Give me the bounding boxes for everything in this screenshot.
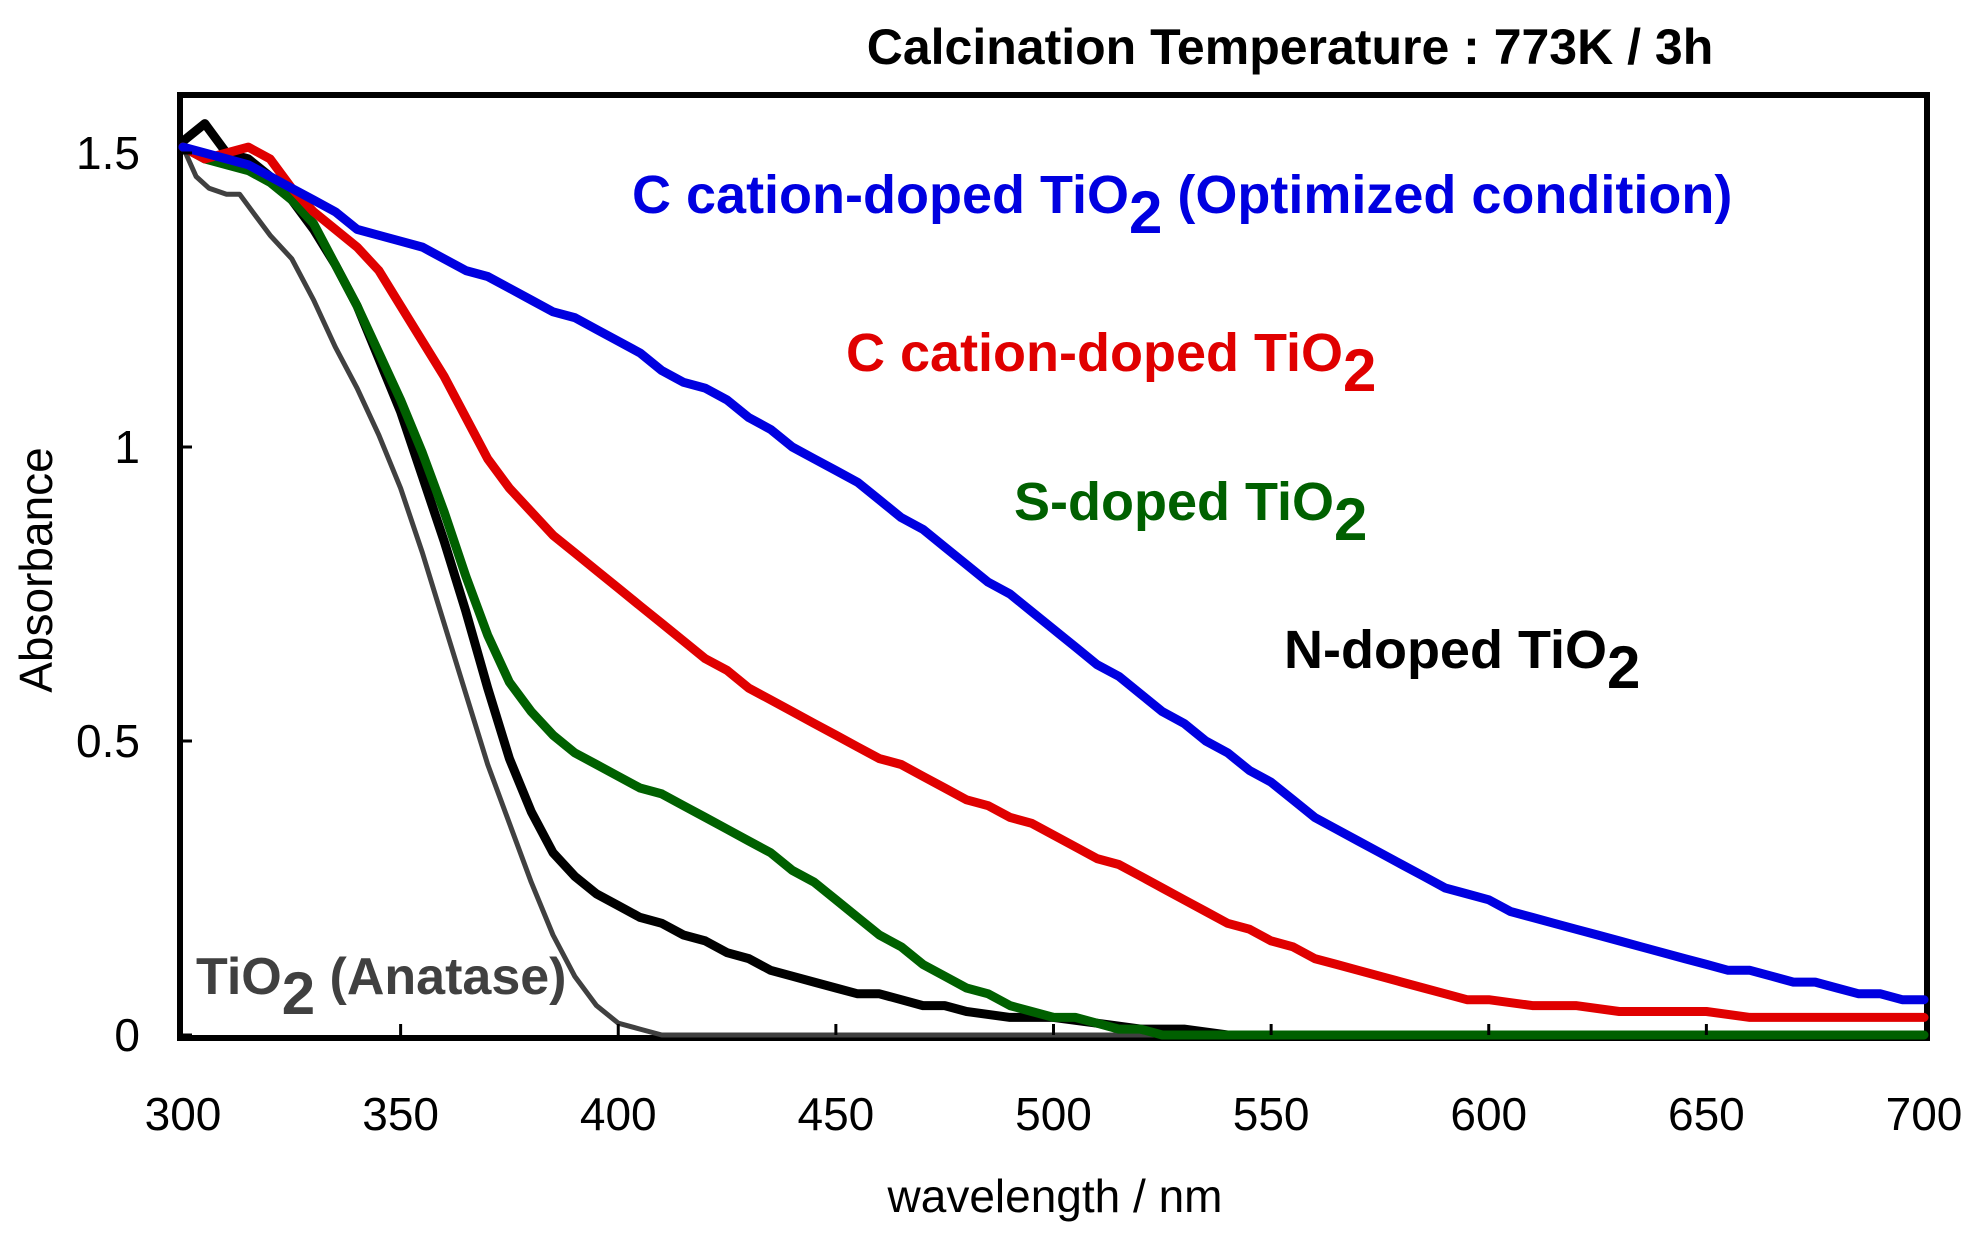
y-tick-label: 0.5 bbox=[76, 715, 140, 767]
series-label: C cation-doped TiO2 (Optimized condition… bbox=[632, 165, 1732, 246]
x-tick-label: 500 bbox=[1015, 1088, 1092, 1140]
series-label: N-doped TiO2 bbox=[1284, 620, 1640, 701]
y-tick-label: 0 bbox=[114, 1009, 140, 1061]
series-line bbox=[178, 142, 1929, 1022]
series-label: TiO2 (Anatase) bbox=[196, 948, 567, 1027]
x-tick-label: 300 bbox=[145, 1088, 222, 1140]
x-tick-label: 350 bbox=[362, 1088, 439, 1140]
x-axis-label: wavelength / nm bbox=[887, 1170, 1223, 1222]
x-tick-label: 700 bbox=[1886, 1088, 1963, 1140]
y-tick-label: 1.5 bbox=[76, 127, 140, 179]
y-axis-label: Absorbance bbox=[10, 447, 62, 693]
x-tick-label: 650 bbox=[1668, 1088, 1745, 1140]
series-line bbox=[180, 144, 1927, 1038]
chart-title: Calcination Temperature : 773K / 3h bbox=[867, 19, 1714, 75]
series-line bbox=[178, 142, 1929, 1040]
series-label: C cation-doped TiO2 bbox=[846, 323, 1376, 404]
series-layer bbox=[178, 119, 1929, 1040]
x-axis-ticks: 300 350 400 450 500 550 600 650 700 bbox=[145, 1024, 1963, 1140]
series-labels: C cation-doped TiO2 (Optimized condition… bbox=[196, 165, 1732, 1027]
x-tick-label: 450 bbox=[798, 1088, 875, 1140]
x-tick-label: 600 bbox=[1450, 1088, 1527, 1140]
y-tick-label: 1 bbox=[114, 421, 140, 473]
x-tick-label: 400 bbox=[580, 1088, 657, 1140]
plot-frame bbox=[177, 92, 1930, 1041]
series-label: S-doped TiO2 bbox=[1014, 472, 1367, 553]
x-tick-label: 550 bbox=[1233, 1088, 1310, 1140]
series-line bbox=[178, 142, 1929, 1005]
y-axis-ticks: 0 0.5 1 1.5 bbox=[76, 127, 192, 1061]
